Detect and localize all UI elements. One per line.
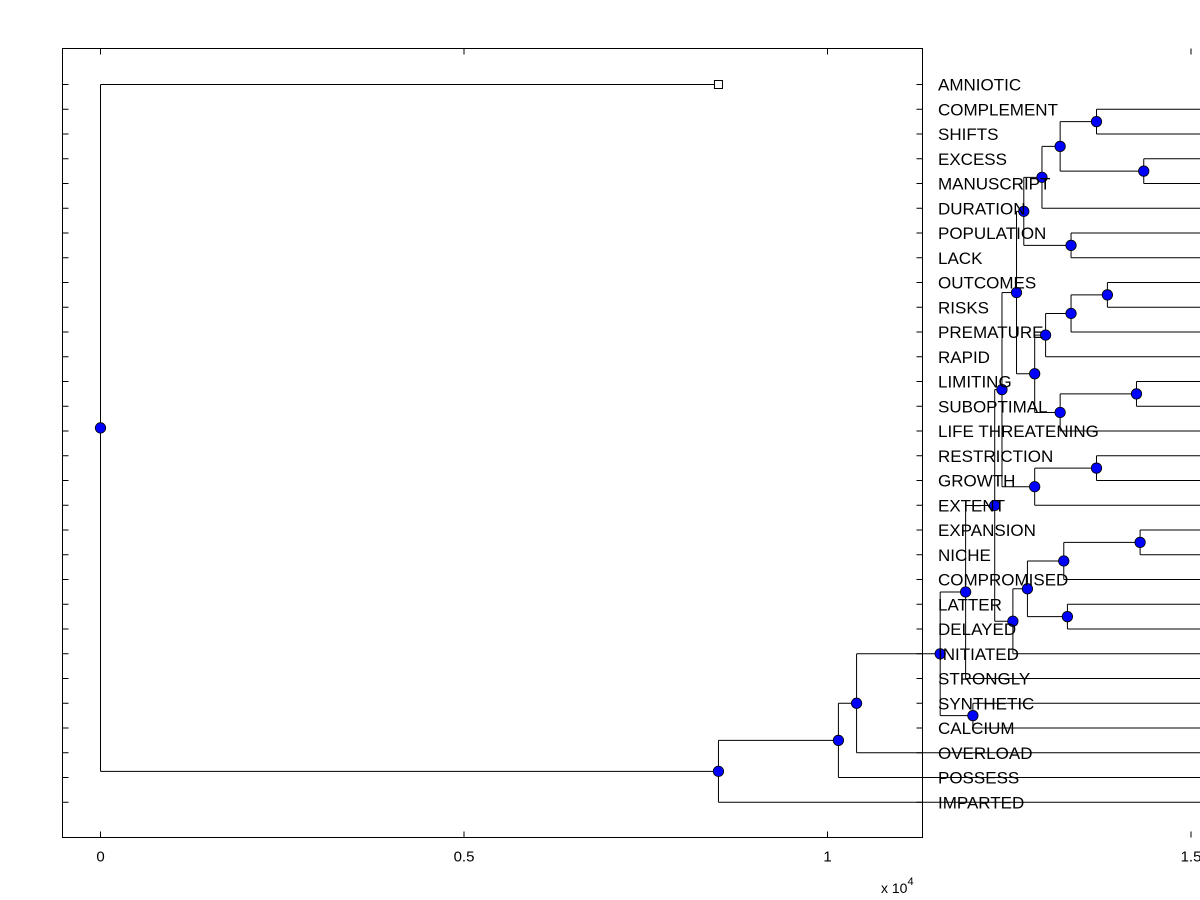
dendrogram-node [1054, 406, 1066, 419]
dendrogram-node [94, 422, 107, 434]
dendrogram-node [1134, 536, 1146, 548]
leaf-label: INITIATED [938, 645, 1019, 664]
leaf-label: POPULATION [938, 224, 1046, 243]
leaf-marker [713, 80, 723, 89]
leaf-label: NICHE [938, 546, 991, 565]
x-tick-labels: 00.511.52 [96, 849, 1200, 866]
leaf-label: SUBOPTIMAL [938, 397, 1048, 416]
dendrogram-node [1010, 286, 1023, 299]
dendrogram-node [1130, 388, 1143, 400]
dendrogram-node [1036, 171, 1048, 183]
x-tick-label: 1 [823, 849, 831, 866]
dendrogram-node [1054, 140, 1066, 152]
dendrogram-node [1065, 239, 1077, 251]
x-tick-label: 0.5 [454, 849, 475, 866]
leaf-label: RAPID [938, 348, 990, 367]
dendrogram-node [1065, 307, 1077, 320]
x-axis-multiplier: x 104 [881, 876, 914, 896]
leaf-label: SHIFTS [938, 125, 998, 144]
axis-ticks [62, 48, 1192, 838]
dendrogram-node [1018, 205, 1030, 217]
leaf-label: EXTENT [938, 496, 1005, 515]
leaf-label: AMNIOTIC [938, 76, 1021, 95]
dendrogram-edges [100, 84, 1200, 803]
leaf-label: EXCESS [938, 150, 1007, 169]
leaf-label: COMPLEMENT [938, 100, 1058, 119]
dendrogram-node [967, 710, 979, 722]
dendrogram-node [960, 586, 972, 598]
leaf-label: PREMATURE [938, 323, 1043, 342]
x-tick-label: 0 [96, 849, 104, 866]
dendrogram-node [1138, 165, 1150, 177]
leaf-label: GROWTH [938, 472, 1015, 491]
dendrogram-leaves [713, 80, 723, 89]
leaf-label: SYNTHETIC [938, 694, 1034, 713]
leaf-label: STRONGLY [938, 670, 1030, 689]
leaf-label: IMPARTED [938, 793, 1024, 812]
dendrogram-node [1101, 289, 1113, 301]
leaf-label: LATTER [938, 595, 1002, 614]
leaf-label: LACK [938, 249, 983, 268]
x-tick-label: 1.5 [1181, 849, 1200, 866]
leaf-labels: AMNIOTIC COMPLEMENT SHIFTS EXCESS MANUSCRIPT… [938, 76, 1099, 813]
leaf-label: DELAYED [938, 620, 1016, 639]
dendrogram-node [1090, 116, 1103, 128]
plot-frame [62, 48, 923, 838]
dendrogram-node [934, 648, 946, 660]
dendrogram-node [1090, 462, 1103, 474]
dendrogram-node [832, 734, 845, 746]
dendrogram-node [1040, 329, 1052, 341]
leaf-label: LIMITING [938, 373, 1012, 392]
leaf-label: OUTCOMES [938, 274, 1036, 293]
dendrogram-node [850, 697, 863, 709]
leaf-label: EXPANSION [938, 521, 1036, 540]
dendrogram-node [1029, 368, 1041, 380]
leaf-label: MANUSCRIPT [938, 175, 1050, 194]
dendrogram-node [712, 765, 725, 777]
leaf-label: POSSESS [938, 769, 1019, 788]
dendrogram-node [1021, 583, 1034, 595]
dendrogram-nodes [94, 116, 1150, 777]
dendrogram-node [1007, 615, 1019, 627]
leaf-label: RISKS [938, 298, 989, 317]
dendrogram-node [1061, 611, 1074, 623]
dendrogram-node [989, 499, 1001, 512]
dendrogram-node [1029, 481, 1041, 493]
dendrogram-node [1058, 555, 1070, 567]
leaf-label: COMPROMISED [938, 571, 1068, 590]
leaf-label: DURATION [938, 199, 1026, 218]
leaf-label: LIFE THREATENING [938, 422, 1099, 441]
leaf-label: OVERLOAD [938, 744, 1032, 763]
leaf-label: RESTRICTION [938, 447, 1053, 466]
leaf-label: CALCIUM [938, 719, 1015, 738]
dendrogram-node [996, 384, 1008, 396]
